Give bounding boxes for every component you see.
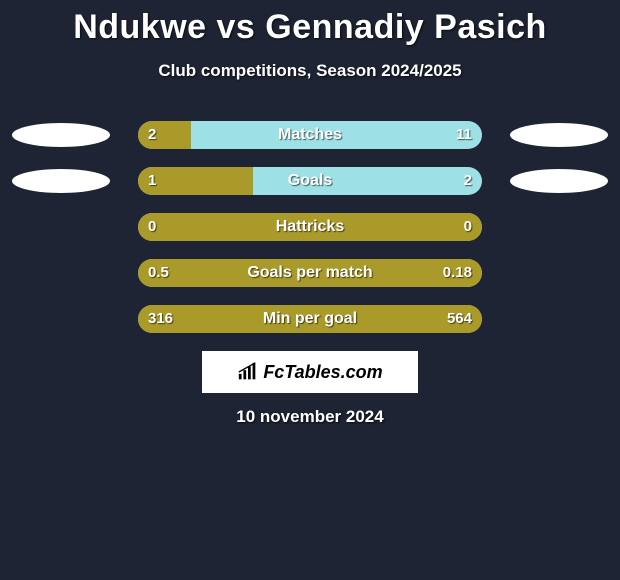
logo-text: FcTables.com <box>263 362 382 383</box>
subtitle: Club competitions, Season 2024/2025 <box>0 61 620 81</box>
stat-bar-track: 0.50.18Goals per match <box>138 259 482 287</box>
stat-bar-left-fill <box>138 305 482 333</box>
stat-value-right: 2 <box>464 167 472 195</box>
player-marker-left <box>12 169 110 193</box>
stat-bar-track: 00Hattricks <box>138 213 482 241</box>
stat-row: 211Matches <box>0 121 620 149</box>
player-marker-left <box>12 123 110 147</box>
stat-bars: 211Matches 12Goals 00Hattricks 0.50.18Goals… <box>0 121 620 333</box>
stat-value-right: 11 <box>456 121 472 149</box>
stat-bar-left-fill <box>138 121 191 149</box>
page-title: Ndukwe vs Gennadiy Pasich <box>0 8 620 47</box>
player-marker-right <box>510 123 608 147</box>
date-text: 10 november 2024 <box>0 407 620 427</box>
stat-row: 12Goals <box>0 167 620 195</box>
stat-bar-left-fill <box>138 213 482 241</box>
stat-row: 0.50.18Goals per match <box>0 259 620 287</box>
stat-bar-track: 316564Min per goal <box>138 305 482 333</box>
bar-chart-icon <box>237 361 259 383</box>
logo-box: FcTables.com <box>202 351 418 393</box>
stat-bar-track: 12Goals <box>138 167 482 195</box>
stat-row: 316564Min per goal <box>0 305 620 333</box>
stat-bar-track: 211Matches <box>138 121 482 149</box>
stat-bar-left-fill <box>138 167 253 195</box>
stat-row: 00Hattricks <box>0 213 620 241</box>
comparison-infographic: Ndukwe vs Gennadiy Pasich Club competiti… <box>0 0 620 427</box>
player-marker-right <box>510 169 608 193</box>
stat-bar-left-fill <box>138 259 482 287</box>
